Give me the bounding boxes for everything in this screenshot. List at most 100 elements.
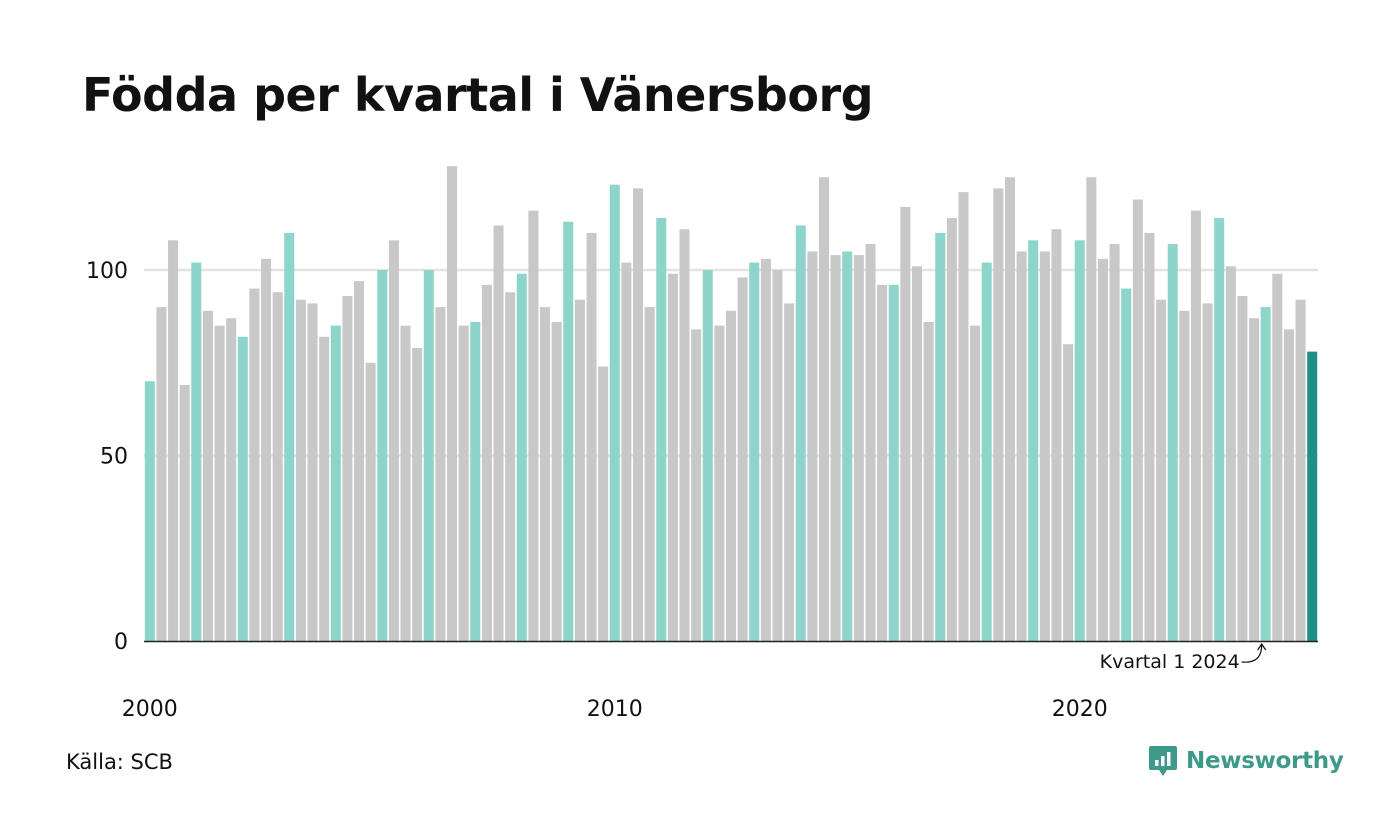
bar-2004-q3 <box>354 281 365 641</box>
bar-2022-q3 <box>1190 210 1201 641</box>
bars <box>144 166 1318 642</box>
bar-2023-q3 <box>1237 295 1248 641</box>
bar-2024-q1 <box>1260 307 1271 641</box>
bar-2002-q4 <box>272 292 283 641</box>
y-tick-label: 50 <box>100 445 128 470</box>
bar-2016-q4 <box>923 321 934 641</box>
bar-2013-q4 <box>784 303 795 641</box>
bar-2005-q4 <box>412 347 423 641</box>
bar-2019-q3 <box>1051 229 1062 641</box>
bar-2011-q1 <box>656 218 667 641</box>
bar-2023-q2 <box>1225 266 1236 641</box>
x-axis-labels: 2000 2010 2020 <box>122 697 1108 722</box>
bar-2007-q2 <box>481 284 492 641</box>
bar-2018-q1 <box>981 262 992 641</box>
bar-2016-q1 <box>888 284 899 641</box>
bar-2011-q3 <box>679 229 690 641</box>
bar-2006-q2 <box>435 307 446 641</box>
annotation-arrowhead <box>1257 642 1267 651</box>
chart-title: Födda per kvartal i Vänersborg <box>82 68 874 122</box>
bar-2019-q4 <box>1063 344 1074 641</box>
bar-2002-q1 <box>237 336 248 641</box>
bar-2018-q3 <box>1004 177 1015 641</box>
brand-name: Newsworthy <box>1186 748 1344 774</box>
y-tick-label: 0 <box>114 630 128 655</box>
newsworthy-logo: Newsworthy <box>1148 744 1344 778</box>
bar-2010-q4 <box>644 307 655 641</box>
bar-2017-q4 <box>970 325 981 641</box>
bar-2008-q3 <box>540 307 551 641</box>
bar-2007-q3 <box>493 225 504 642</box>
bar-2012-q3 <box>725 310 737 641</box>
bar-2006-q4 <box>458 325 469 641</box>
bar-2012-q2 <box>714 325 725 641</box>
bar-2013-q2 <box>760 258 771 641</box>
bar-2007-q1 <box>470 321 481 641</box>
bar-2010-q1 <box>609 184 620 642</box>
bar-2025-q1 <box>1307 351 1318 641</box>
bar-2002-q2 <box>249 288 260 641</box>
bar-2006-q1 <box>423 270 434 641</box>
source-note: Källa: SCB <box>66 750 173 774</box>
bar-2021-q4 <box>1156 299 1167 641</box>
bar-2001-q1 <box>191 262 202 641</box>
x-tick-label: 2020 <box>1052 697 1108 722</box>
annotation: Kvartal 1 2024 <box>1100 642 1267 673</box>
bar-2021-q2 <box>1132 199 1143 641</box>
bar-2006-q3 <box>447 166 458 641</box>
bar-2019-q1 <box>1028 240 1039 641</box>
bar-2004-q1 <box>330 325 341 641</box>
bar-2014-q1 <box>795 225 806 642</box>
bar-2024-q4 <box>1295 299 1306 641</box>
bar-2000-q3 <box>168 240 179 641</box>
bar-2003-q4 <box>319 336 330 641</box>
bar-2004-q2 <box>342 295 353 641</box>
bar-2005-q2 <box>388 240 399 641</box>
bar-2020-q1 <box>1074 240 1085 641</box>
bar-2015-q3 <box>865 244 876 641</box>
bar-2003-q1 <box>284 232 295 641</box>
bar-2017-q2 <box>946 218 957 641</box>
bar-2018-q2 <box>993 188 1004 641</box>
bar-2024-q3 <box>1283 329 1294 641</box>
bar-2011-q2 <box>667 273 678 641</box>
bar-2003-q3 <box>307 303 318 641</box>
bar-2011-q4 <box>691 329 702 641</box>
bar-2005-q3 <box>400 325 411 641</box>
bar-2010-q3 <box>633 188 644 641</box>
bar-2000-q4 <box>179 385 190 641</box>
annotation-label: Kvartal 1 2024 <box>1100 651 1240 673</box>
bar-2003-q2 <box>295 299 306 641</box>
bar-2014-q3 <box>818 177 829 641</box>
bar-2009-q4 <box>598 366 609 641</box>
bar-2009-q1 <box>563 221 574 641</box>
bar-2017-q1 <box>935 232 946 641</box>
bar-2022-q4 <box>1202 303 1213 641</box>
bar-2015-q4 <box>877 284 888 641</box>
bar-2020-q3 <box>1097 258 1108 641</box>
bar-2023-q1 <box>1214 218 1225 641</box>
y-tick-label: 100 <box>86 259 128 284</box>
bar-2020-q4 <box>1109 244 1120 641</box>
bar-2009-q3 <box>586 232 597 641</box>
bar-2019-q2 <box>1039 251 1050 641</box>
bar-2016-q3 <box>911 266 922 641</box>
bar-2021-q3 <box>1144 232 1155 641</box>
bar-2001-q2 <box>202 310 213 641</box>
bar-2007-q4 <box>505 292 516 641</box>
bar-2012-q1 <box>702 270 713 641</box>
bar-2005-q1 <box>377 270 388 641</box>
bar-2020-q2 <box>1086 177 1097 641</box>
bar-2004-q4 <box>365 362 376 641</box>
bar-2000-q1 <box>144 381 155 641</box>
bar-2008-q1 <box>516 273 527 641</box>
bar-2022-q1 <box>1167 244 1178 641</box>
x-tick-label: 2010 <box>587 697 643 722</box>
bar-2018-q4 <box>1016 251 1027 641</box>
bar-2014-q4 <box>830 255 841 641</box>
bar-2010-q2 <box>621 262 632 641</box>
bar-2022-q2 <box>1179 310 1190 641</box>
bar-2012-q4 <box>737 277 748 641</box>
y-axis-labels: 0 50 100 <box>86 259 128 655</box>
